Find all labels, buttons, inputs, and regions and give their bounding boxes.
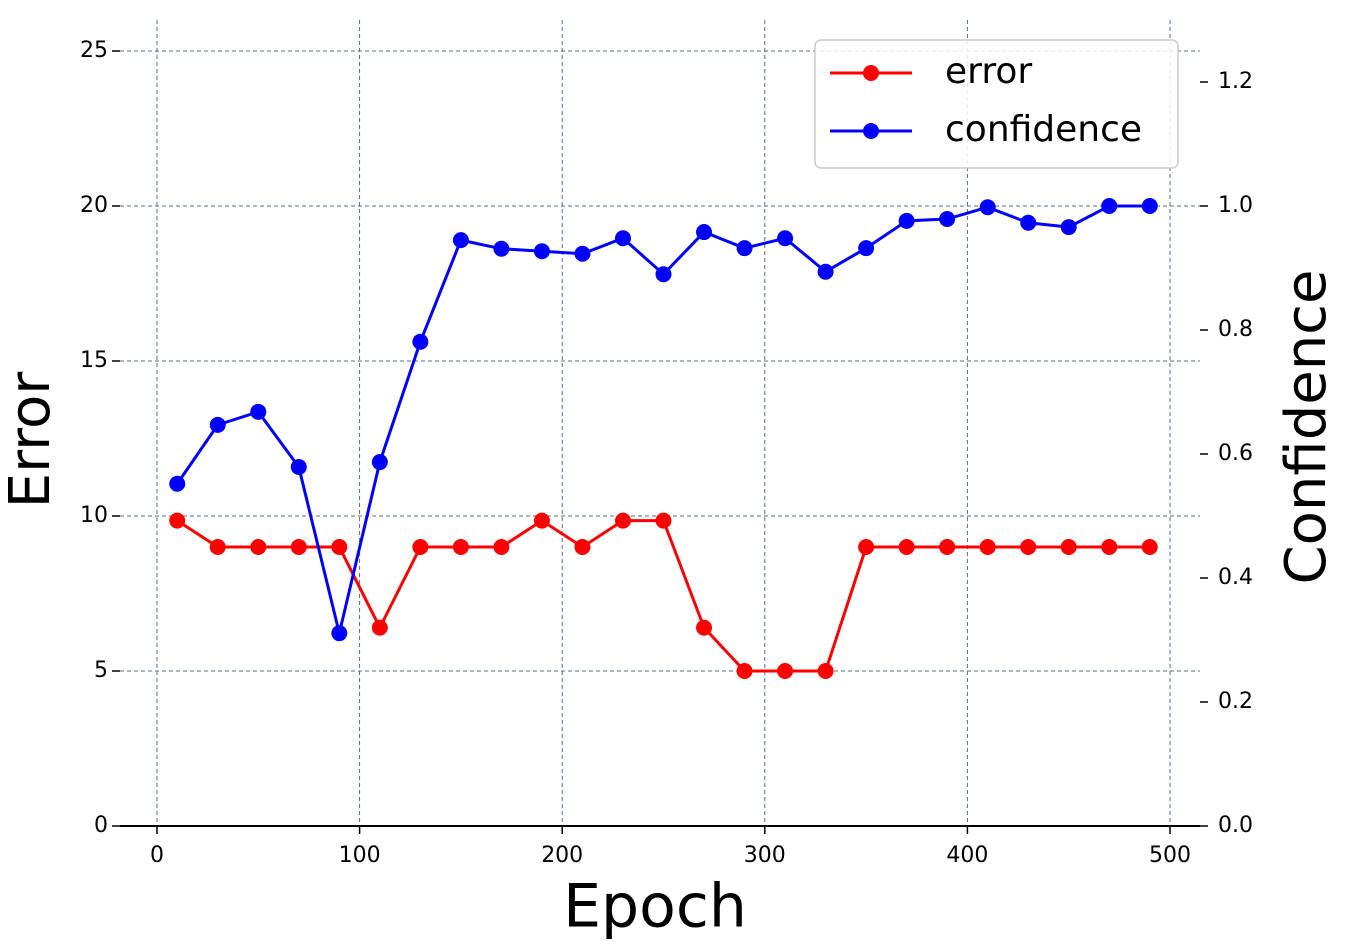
data-point xyxy=(250,539,267,555)
y-tick-label: 15 xyxy=(80,348,108,373)
y2-tick-label: 0.2 xyxy=(1218,689,1253,714)
y2-tick-label: 0.0 xyxy=(1218,813,1253,838)
data-point xyxy=(1141,539,1158,555)
data-point xyxy=(614,230,631,247)
x-tick-label: 200 xyxy=(541,843,583,868)
y2-tick-label: 1.2 xyxy=(1218,69,1253,94)
data-point xyxy=(817,663,834,679)
y-axis-label: Error xyxy=(0,371,63,508)
data-point xyxy=(939,539,956,555)
data-point xyxy=(169,475,186,492)
legend-marker xyxy=(863,123,879,139)
legend-marker xyxy=(863,65,879,81)
data-point xyxy=(979,539,996,555)
data-point xyxy=(696,224,713,241)
y-tick-label: 20 xyxy=(80,193,108,218)
data-point xyxy=(655,512,672,529)
data-point xyxy=(777,230,794,247)
x-tick-label: 0 xyxy=(150,843,164,868)
y2-tick-label: 1.0 xyxy=(1218,193,1253,218)
data-point xyxy=(1101,539,1118,555)
data-point xyxy=(1141,198,1158,214)
data-point xyxy=(1060,219,1077,236)
y2-tick-label: 0.8 xyxy=(1218,317,1253,342)
x-tick-label: 400 xyxy=(946,843,988,868)
y2-tick-label: 0.6 xyxy=(1218,441,1253,466)
data-point xyxy=(209,539,226,555)
data-point xyxy=(574,245,591,262)
data-point xyxy=(250,403,267,420)
data-point xyxy=(452,232,469,249)
data-point xyxy=(1020,214,1037,231)
x-axis-label: Epoch xyxy=(563,872,747,942)
x-tick-label: 300 xyxy=(744,843,786,868)
data-point xyxy=(1020,539,1037,555)
data-point xyxy=(1060,539,1077,555)
x-tick-label: 500 xyxy=(1149,843,1191,868)
y2-axis-label: Confidence xyxy=(1274,270,1339,585)
data-point xyxy=(371,454,388,471)
legend: error confidence xyxy=(814,39,1179,169)
series-line xyxy=(176,518,1150,673)
data-point xyxy=(412,333,429,350)
data-point xyxy=(574,539,591,555)
data-point xyxy=(817,263,834,280)
data-point xyxy=(493,539,510,555)
data-point xyxy=(169,512,186,529)
data-point xyxy=(371,619,388,636)
data-point xyxy=(898,212,915,229)
data-point xyxy=(209,416,226,433)
data-point xyxy=(331,539,348,555)
data-point xyxy=(858,240,875,257)
data-point xyxy=(290,459,307,476)
legend-label: error xyxy=(945,51,1032,92)
data-point xyxy=(533,243,550,260)
data-point xyxy=(736,240,753,257)
data-point xyxy=(1101,198,1118,214)
y2-tick-label: 0.4 xyxy=(1218,565,1253,590)
y-tick-label: 25 xyxy=(80,38,108,63)
data-point xyxy=(614,512,631,529)
x-tick-label: 100 xyxy=(339,843,381,868)
data-point xyxy=(858,539,875,555)
legend-label: confidence xyxy=(945,109,1142,150)
data-point xyxy=(777,663,794,679)
data-point xyxy=(290,539,307,555)
data-point xyxy=(736,663,753,679)
data-point xyxy=(655,266,672,283)
data-point xyxy=(493,240,510,257)
data-point xyxy=(331,625,348,642)
y-tick-label: 5 xyxy=(94,658,108,683)
data-point xyxy=(412,539,429,555)
y-tick-label: 10 xyxy=(80,503,108,528)
data-point xyxy=(533,512,550,529)
data-point xyxy=(696,619,713,636)
data-point xyxy=(979,199,996,216)
y-tick-label: 0 xyxy=(94,813,108,838)
data-point xyxy=(939,211,956,228)
data-point xyxy=(898,539,915,555)
data-point xyxy=(452,539,469,555)
